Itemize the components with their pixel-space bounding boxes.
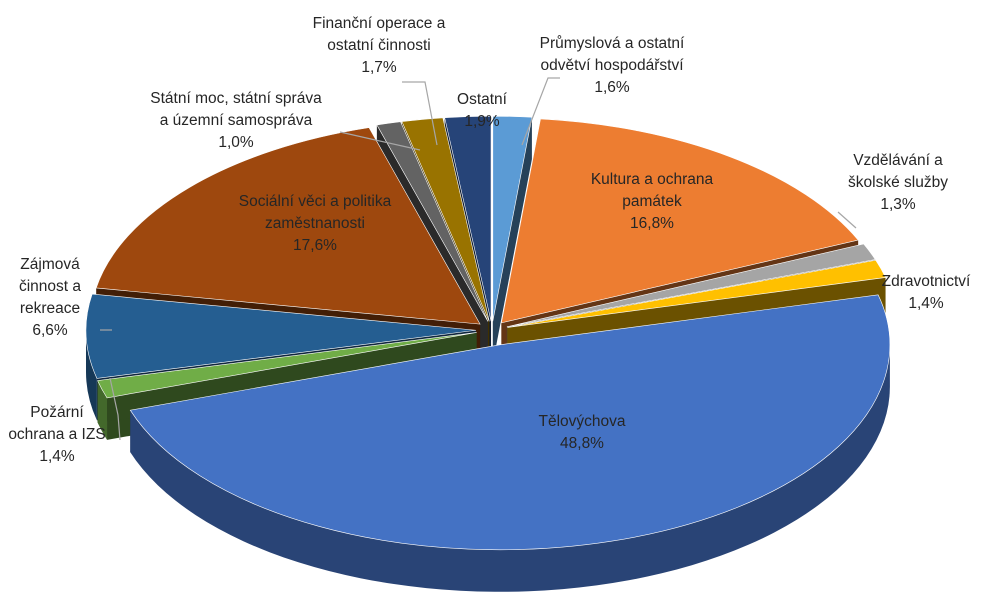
leader-line-9 [402,81,438,146]
data-label-7: Sociální věci a politika zaměstnanosti 17,… [239,193,392,254]
data-label-value: 1,6% [594,79,630,96]
data-label-value: 17,6% [293,237,337,254]
data-label-value: 1,9% [464,113,500,130]
slice-ostatní [444,115,492,322]
data-label-value: 1,7% [361,59,397,76]
slice-tělovýchova [129,294,891,551]
slice-sociální-věci-a-politika-zaměstnanosti [95,127,481,325]
leader-line-5 [109,377,121,441]
slice-finanční-operace-a-ostatní-činnosti [401,117,490,322]
data-label-value: 1,3% [880,196,916,213]
data-label-2: Vzdělávání a školské služby 1,3% [848,152,948,213]
data-label-name: Státní moc, státní správa [150,90,322,107]
data-label-name: odvětví hospodářství [540,57,684,74]
data-label-name: rekreace [20,300,80,317]
data-label-9: Finanční operace a ostatní činnosti 1,7% [313,15,446,76]
data-label-5: Požární ochrana a IZS 1,4% [8,404,105,465]
data-label-value: 1,0% [218,134,254,151]
slice-wall-0-1 [492,117,532,364]
leader-line-2 [837,211,857,229]
leader-line-0 [521,77,560,146]
slice-side-6-0 [86,330,97,421]
data-label-value: 16,8% [630,215,674,232]
data-label-value: 1,4% [908,295,944,312]
data-label-name: školské služby [848,174,948,191]
slice-side-4-0 [130,344,890,592]
data-label-value: 1,4% [39,448,75,465]
data-label-name: Zájmová [20,256,80,273]
data-labels-layer: Průmyslová a ostatní odvětví hospodářství… [8,15,971,465]
slice-požární-ochrana-a-izs [97,332,477,399]
data-label-name: Finanční operace a [313,15,446,32]
data-label-8: Státní moc, státní správa a územní samosp… [150,90,322,151]
data-label-name: zaměstnanosti [265,215,365,232]
data-label-0: Průmyslová a ostatní odvětví hospodářství… [540,35,685,96]
slice-průmyslová-a-ostatní-odvětví-hospodářství [492,115,533,322]
slice-státní-moc-státní-správa-a-územní-samospráva [376,121,489,322]
data-label-name: Ostatní [457,91,508,108]
slice-vzdělávání-a-školské-služby [506,243,876,328]
leader-lines-layer [100,77,857,441]
leader-line-8 [339,131,421,151]
data-label-3: Zdravotnictví 1,4% [882,273,971,312]
data-label-name: ochrana a IZS [8,426,105,443]
data-label-10: Ostatní 1,9% [457,91,508,130]
data-label-6: Zájmová činnost a rekreace 6,6% [19,256,81,339]
data-label-1: Kultura a ochrana památek 16,8% [591,171,714,232]
data-label-name: Sociální věci a politika [239,193,392,210]
slice-zdravotnictví [507,259,887,328]
slice-side-5-0 [97,380,108,440]
data-label-4: Tělovýchova 48,8% [538,413,625,452]
data-label-name: Průmyslová a ostatní [540,35,685,52]
slice-zájmová-činnost-a-rekreace [85,293,477,379]
data-label-name: památek [622,193,682,210]
data-label-name: Tělovýchova [538,413,625,430]
data-label-name: Požární [30,404,84,421]
data-label-value: 48,8% [560,435,604,452]
data-label-name: a územní samospráva [160,112,313,129]
data-label-name: Vzdělávání a [853,152,943,169]
slice-tops-layer [85,115,891,551]
data-label-name: činnost a [19,278,81,295]
data-label-name: Zdravotnictví [882,273,971,290]
slice-kultura-a-ochrana-památek [501,118,859,324]
data-label-name: ostatní činnosti [327,37,430,54]
data-label-name: Kultura a ochrana [591,171,714,188]
data-label-value: 6,6% [32,322,68,339]
